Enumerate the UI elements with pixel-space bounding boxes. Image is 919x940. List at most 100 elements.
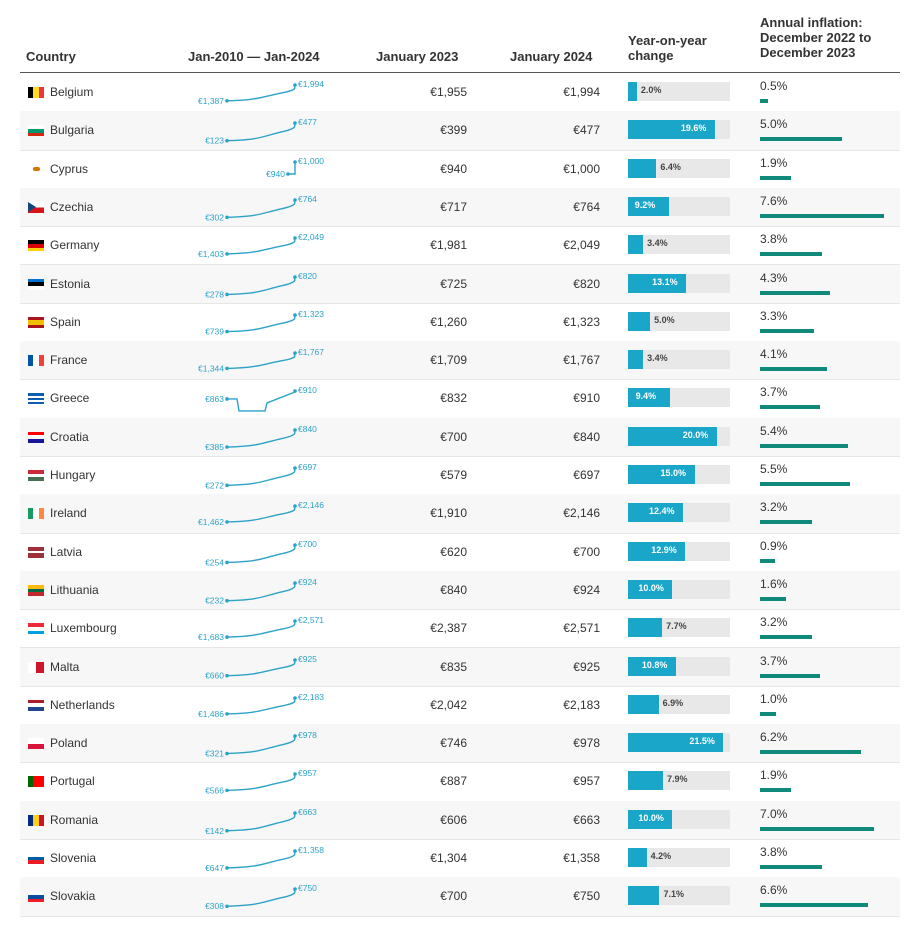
- sparkline-start-point: [225, 252, 229, 256]
- minimum-wage-table: Country Jan-2010 — Jan-2024 January 2023…: [20, 0, 900, 930]
- yoy-label: 7.1%: [663, 889, 684, 900]
- yoy-bar: [628, 120, 715, 140]
- sparkline: €1,683 €2,571: [198, 615, 324, 642]
- country-name: Slovakia: [50, 889, 96, 904]
- sparkline-line: [226, 888, 296, 908]
- inflation-bar: [760, 175, 791, 180]
- table-row: Bulgaria €123 €477 €399 €477 19.6% 5.0%: [20, 111, 900, 151]
- jan2023-value: €717: [440, 199, 467, 214]
- yoy-bar: [628, 350, 644, 370]
- sparkline-end-label: €663: [298, 807, 317, 817]
- sparkline-start-label: €1,683: [198, 632, 224, 642]
- country-name: Lithuania: [50, 582, 99, 597]
- flag-icon: [28, 355, 44, 367]
- yoy-label: 2.0%: [640, 85, 662, 95]
- inflation-bar: [760, 99, 769, 103]
- sparkline-end-label: €2,049: [298, 232, 324, 242]
- sparkline-end-label: €1,767: [298, 347, 324, 357]
- sparkline-line: [226, 735, 296, 755]
- jan2023-value: €1,304: [430, 851, 467, 865]
- table-row: Estonia €278 €820 €725 €820 13.1% 4.3%: [20, 264, 900, 304]
- sparkline-start-label: €1,344: [198, 363, 224, 373]
- sparkline-start-point: [225, 560, 229, 564]
- jan2023-value: €1,260: [430, 314, 467, 329]
- inflation-label: 7.0%: [760, 806, 788, 821]
- yoy-bar: [628, 579, 673, 599]
- sparkline-line: [226, 199, 296, 218]
- inflation-bar: [760, 673, 821, 678]
- inflation-label: 6.6%: [760, 883, 788, 898]
- inflation-bar: [760, 788, 791, 793]
- yoy-label: 7.7%: [666, 621, 687, 632]
- table-row: Belgium €1,387 €1,994 €1,955 €1,994 2.0% 0.5%: [20, 73, 900, 113]
- sparkline-end-point: [293, 236, 297, 240]
- sparkline-start-point: [225, 866, 229, 870]
- sparkline-line: [226, 122, 296, 142]
- jan2024-value: €750: [573, 889, 600, 904]
- sparkline-end-label: €924: [298, 577, 317, 587]
- inflation-bar: [760, 903, 868, 908]
- inflation-label: 3.3%: [760, 308, 788, 323]
- sparkline-end-point: [293, 887, 297, 892]
- flag-icon: [28, 201, 44, 213]
- country-name: Croatia: [50, 429, 89, 444]
- sparkline-start-point: [225, 292, 229, 296]
- sparkline-start-point: [225, 828, 229, 833]
- inflation-bar: [760, 635, 813, 640]
- sparkline-line: [226, 582, 296, 602]
- sparkline-start-point: [225, 366, 229, 371]
- inflation-label: 3.7%: [760, 385, 788, 400]
- sparkline-end-label: €820: [298, 271, 317, 281]
- yoy-bar: [628, 196, 669, 216]
- sparkline-end-point: [293, 504, 297, 509]
- sparkline-end-point: [293, 619, 297, 623]
- sparkline-start-point: [225, 99, 229, 103]
- sparkline-start-point: [225, 789, 229, 793]
- sparkline-start-label: €1,462: [198, 517, 224, 527]
- inflation-bar: [760, 558, 775, 563]
- sparkline-line: [226, 352, 296, 370]
- sparkline-end-point: [293, 351, 297, 355]
- yoy-label: 15.0%: [660, 468, 687, 478]
- yoy-bar: [628, 848, 647, 867]
- sparkline-start-label: €232: [205, 596, 224, 606]
- yoy-label: 20.0%: [682, 429, 709, 440]
- sparkline-line: [226, 697, 296, 715]
- inflation-bar: [760, 443, 849, 448]
- sparkline-start-point: [225, 483, 229, 488]
- flag-icon: [28, 853, 44, 864]
- yoy-bar: [628, 656, 676, 676]
- sparkline-start-label: €1,403: [198, 249, 224, 259]
- yoy-bar-track: [628, 350, 730, 370]
- country-name: Slovenia: [50, 851, 97, 865]
- jan2024-value: €477: [573, 123, 600, 138]
- inflation-label: 5.0%: [760, 117, 788, 132]
- flag-icon: [28, 163, 44, 175]
- sparkline: €1,403 €2,049: [198, 232, 324, 259]
- inflation-bar: [760, 482, 850, 486]
- flag-icon: [28, 546, 44, 558]
- sparkline-end-label: €1,323: [298, 309, 324, 319]
- sparkline-start-label: €278: [205, 289, 224, 299]
- sparkline-start-label: €142: [205, 825, 224, 835]
- yoy-label: 10.0%: [638, 812, 664, 823]
- table-row: Luxembourg €1,683 €2,571 €2,387 €2,571 7.7% 3.…: [20, 609, 900, 649]
- header-divider: [20, 72, 900, 73]
- sparkline-start-label: €660: [205, 670, 224, 680]
- sparkline-start-label: €1,387: [198, 96, 224, 106]
- flag-icon: [28, 776, 44, 788]
- inflation-label: 1.9%: [760, 155, 788, 170]
- sparkline-line: [226, 429, 296, 448]
- sparkline-start-label: €308: [205, 902, 224, 912]
- sparkline: €385 €840: [205, 424, 317, 452]
- sparkline-end-point: [293, 274, 297, 279]
- table-row: Croatia €385 €840 €700 €840 20.0% 5.4%: [20, 417, 900, 457]
- sparkline-end-point: [293, 657, 297, 662]
- sparkline-start-label: €940: [266, 169, 285, 179]
- yoy-bar: [628, 733, 724, 753]
- yoy-label: 9.4%: [635, 391, 657, 402]
- jan2024-value: €2,571: [563, 621, 600, 636]
- jan2024-value: €663: [573, 812, 600, 827]
- sparkline-end-point: [293, 466, 297, 470]
- inflation-label: 3.2%: [760, 500, 788, 515]
